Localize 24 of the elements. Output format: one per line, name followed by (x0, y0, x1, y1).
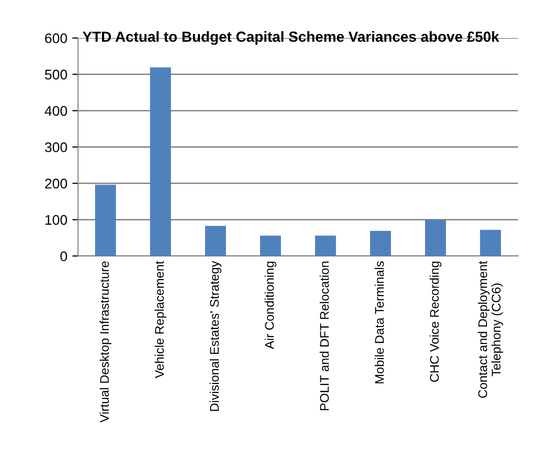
x-tick-label: Mobile Data Terminals (374, 261, 384, 384)
bar (370, 230, 391, 256)
y-tick-label: 300 (44, 142, 68, 152)
y-tick-label: 600 (45, 33, 68, 44)
x-tick-label: Vehicle Replacement (154, 260, 166, 378)
y-tick-label: 100 (45, 215, 68, 225)
y-tick-label: 500 (44, 70, 68, 80)
bar (480, 230, 501, 256)
x-tick-label: Divisional Estates' Strategy (210, 260, 222, 411)
y-tick-label: 0 (60, 251, 68, 262)
bar (95, 184, 116, 256)
y-tick-label: 200 (45, 178, 68, 189)
bar (260, 236, 281, 256)
x-tick-label: Virtual Desktop Infrastructure (100, 261, 112, 422)
x-tick-label: CHC Voice Recording (430, 262, 442, 382)
x-tick-label: Air Conditioning (264, 262, 276, 350)
bar (425, 220, 446, 256)
bar (205, 226, 226, 256)
x-tick-label: POLIT and DFT Relocation (320, 262, 329, 410)
y-tick-label: 400 (44, 106, 68, 116)
x-tick-label: Contact and Deployment Telephony (CC6) (478, 260, 504, 398)
bar (150, 67, 171, 256)
bar (315, 236, 336, 256)
chart-title: YTD Actual to Budget Capital Scheme Variances above £50k (82, 31, 500, 45)
